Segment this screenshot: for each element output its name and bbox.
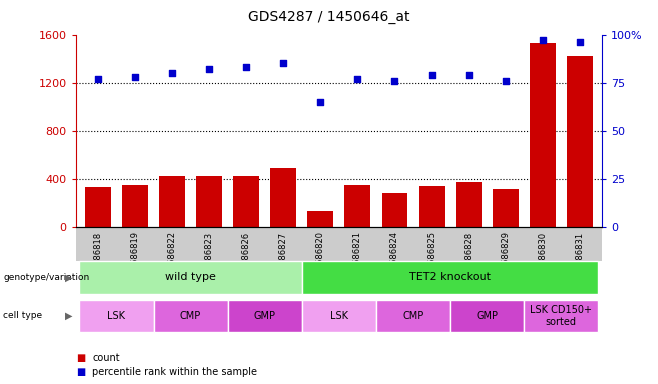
Text: ■: ■ — [76, 367, 85, 377]
Point — [426, 72, 437, 78]
Bar — [455, 182, 482, 227]
Bar — [493, 189, 519, 227]
Text: ▶: ▶ — [65, 311, 72, 321]
Bar — [344, 185, 370, 227]
Point — [93, 76, 103, 82]
Point — [315, 99, 326, 105]
Bar — [418, 186, 445, 227]
Point — [352, 76, 363, 82]
Point — [390, 78, 400, 84]
Text: GMP: GMP — [254, 311, 276, 321]
Text: cell type: cell type — [3, 311, 42, 320]
Text: ▶: ▶ — [65, 272, 72, 283]
Text: percentile rank within the sample: percentile rank within the sample — [92, 367, 257, 377]
Bar — [567, 56, 593, 227]
Point — [278, 60, 288, 66]
Text: count: count — [92, 353, 120, 363]
Bar — [159, 176, 185, 227]
Bar — [196, 176, 222, 227]
Point — [574, 39, 585, 45]
Text: wild type: wild type — [165, 272, 216, 283]
Text: TET2 knockout: TET2 knockout — [409, 272, 491, 283]
Text: LSK: LSK — [107, 311, 126, 321]
Point — [166, 70, 177, 76]
Point — [130, 74, 140, 80]
Text: GDS4287 / 1450646_at: GDS4287 / 1450646_at — [248, 10, 410, 23]
Bar — [233, 176, 259, 227]
Bar — [270, 168, 296, 227]
Point — [538, 37, 548, 43]
Point — [204, 66, 215, 72]
Text: CMP: CMP — [403, 311, 424, 321]
Text: genotype/variation: genotype/variation — [3, 273, 89, 282]
Point — [241, 64, 251, 70]
Bar — [307, 211, 334, 227]
Bar — [85, 187, 111, 227]
Point — [463, 72, 474, 78]
Text: LSK CD150+
sorted: LSK CD150+ sorted — [530, 305, 592, 327]
Point — [501, 78, 511, 84]
Bar — [122, 185, 148, 227]
Bar — [382, 193, 407, 227]
Text: CMP: CMP — [180, 311, 201, 321]
Bar — [530, 43, 556, 227]
Text: LSK: LSK — [330, 311, 348, 321]
Text: GMP: GMP — [476, 311, 498, 321]
Text: ■: ■ — [76, 353, 85, 363]
